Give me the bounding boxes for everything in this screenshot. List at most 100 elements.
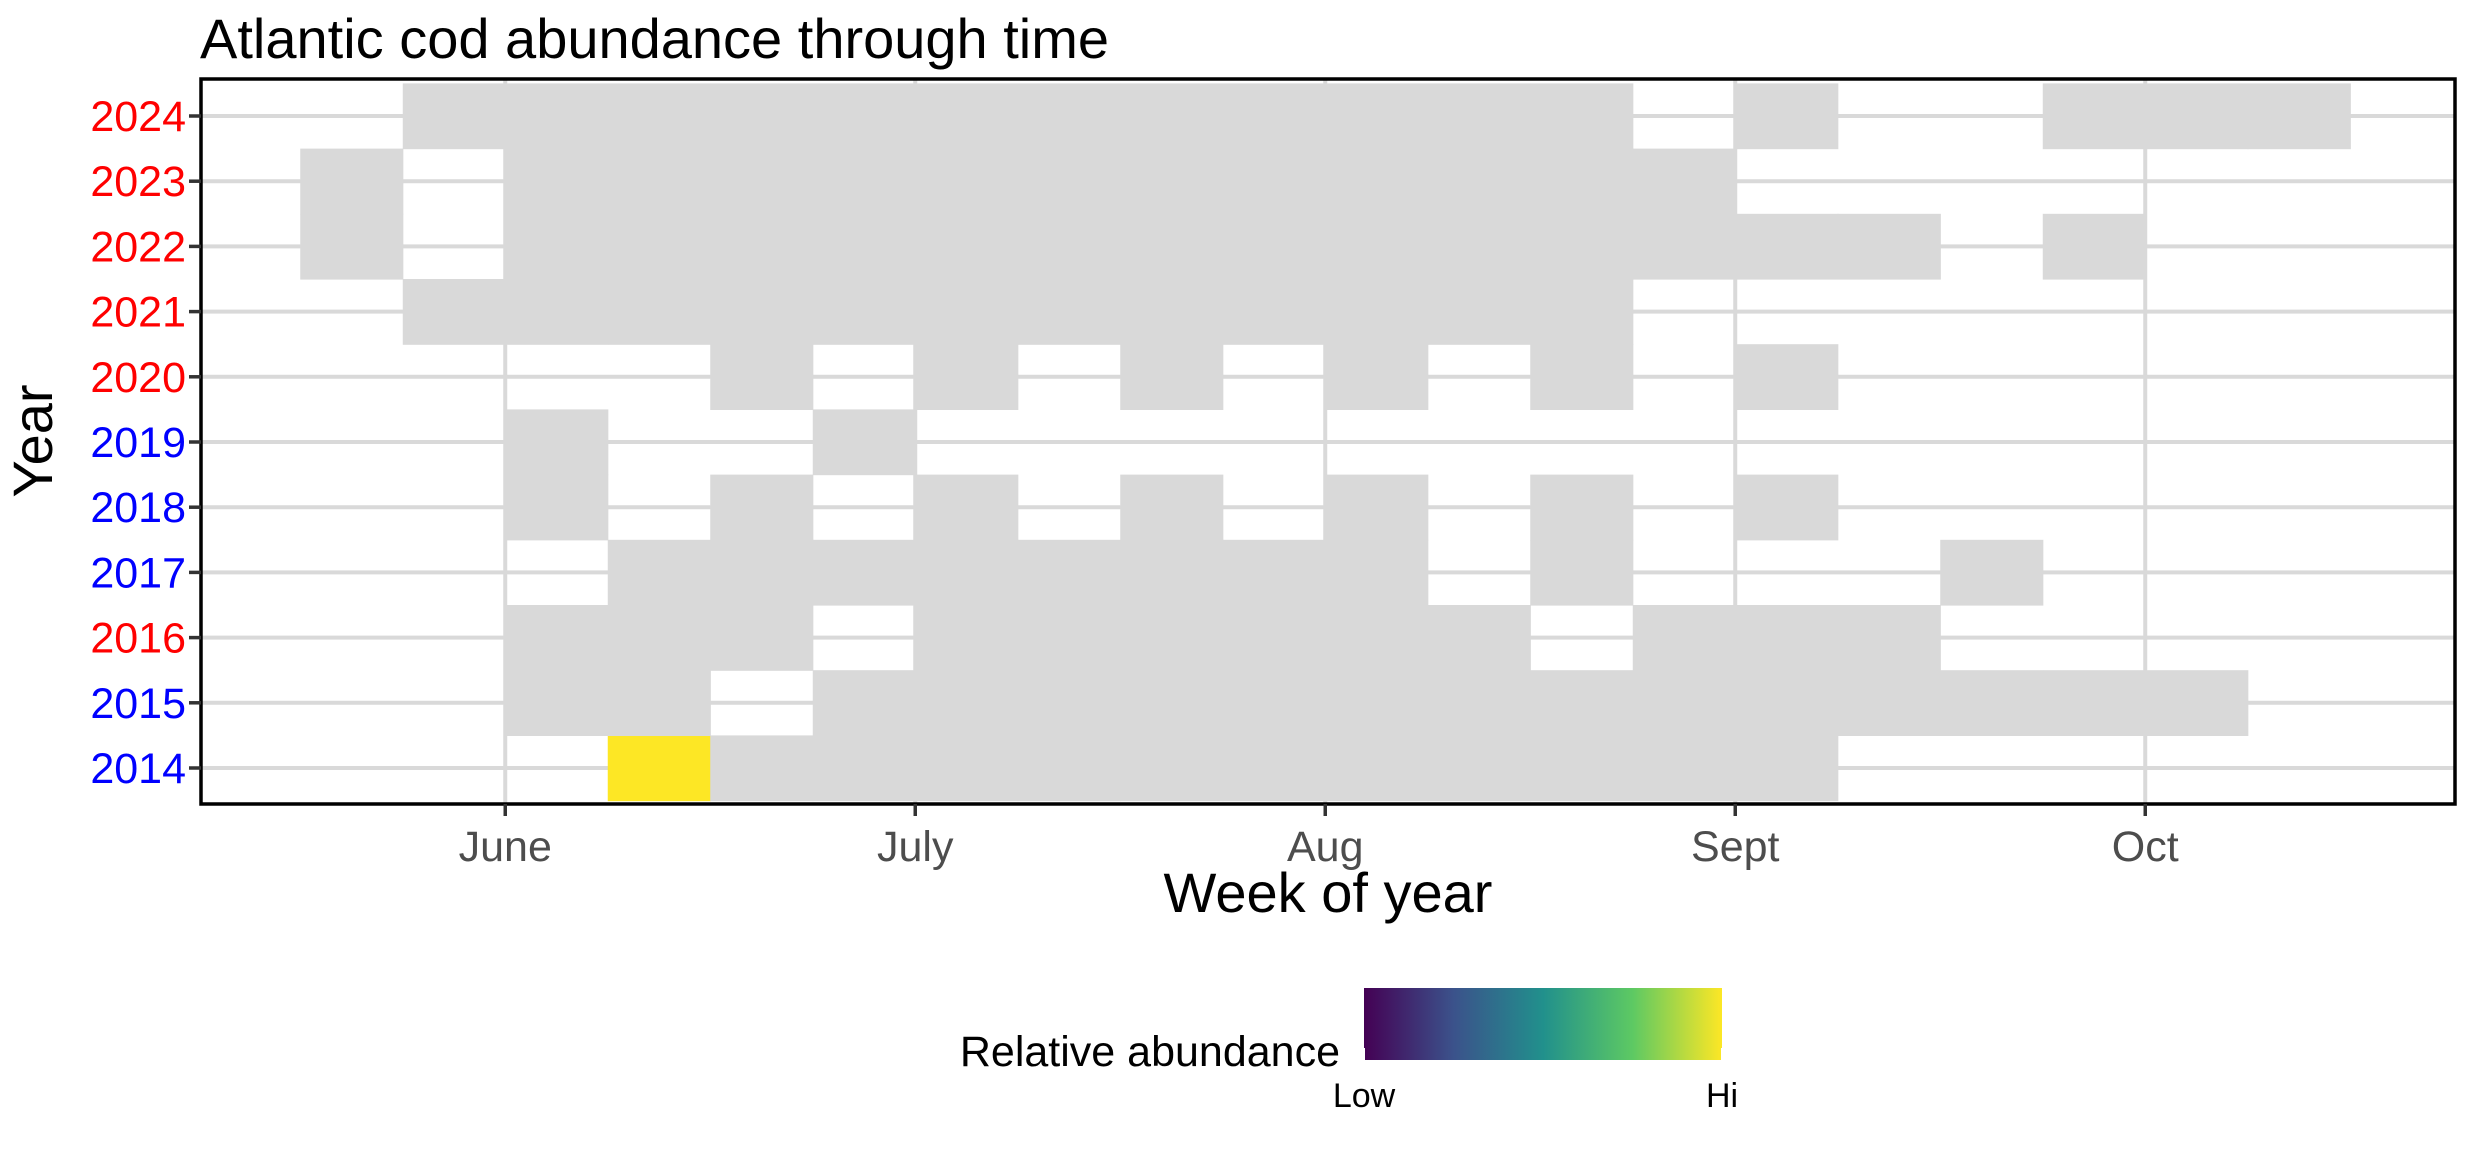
heatmap-cell-2015-w34 bbox=[1632, 670, 1736, 736]
heatmap-cell-2015-w27 bbox=[915, 670, 1019, 736]
heatmap-cell-2024-w38 bbox=[2042, 83, 2146, 150]
heatmap-cell-2024-w30 bbox=[1222, 83, 1326, 150]
heatmap-cell-2023-w29 bbox=[1120, 148, 1224, 215]
heatmap-cell-2024-w33 bbox=[1530, 83, 1634, 150]
heatmap-cell-2024-w24 bbox=[607, 83, 711, 150]
x-axis: June July Aug Sept Oct bbox=[459, 804, 2179, 871]
heatmap-cell-2023-w33 bbox=[1530, 148, 1634, 215]
x-axis-title: Week of year bbox=[1164, 861, 1493, 924]
legend-low-label: Low bbox=[1333, 1077, 1396, 1115]
legend: Relative abundance Low Hi bbox=[960, 988, 1738, 1115]
heatmap-cell-2017-w25 bbox=[710, 539, 814, 606]
heatmap-cell-2024-w23 bbox=[505, 83, 609, 150]
heatmap-cell-2024-w22 bbox=[402, 83, 506, 150]
heatmap-cell-2017-w28 bbox=[1017, 539, 1121, 606]
heatmap-cell-2024-w29 bbox=[1120, 83, 1224, 150]
heatmap-cell-2021-w24 bbox=[607, 279, 711, 345]
heatmap-cell-2020-w29 bbox=[1120, 344, 1224, 410]
heatmap-cell-2022-w32 bbox=[1427, 213, 1531, 280]
heatmap-cell-2022-w31 bbox=[1325, 213, 1429, 280]
heatmap-cell-2021-w29 bbox=[1120, 279, 1224, 345]
heatmap-cell-2022-w23 bbox=[505, 213, 609, 280]
legend-colorbar bbox=[1364, 988, 1722, 1060]
heatmap-cells bbox=[300, 83, 2351, 802]
heatmap-cell-2016-w34 bbox=[1632, 605, 1736, 671]
heatmap-cell-2014-w34 bbox=[1632, 735, 1736, 802]
heatmap-cell-2015-w23 bbox=[505, 670, 609, 736]
heatmap-cell-2017-w27 bbox=[915, 539, 1019, 606]
heatmap-cell-2019-w26 bbox=[812, 409, 916, 476]
heatmap-cell-2023-w28 bbox=[1017, 148, 1121, 215]
y-tick-label-2018: 2018 bbox=[90, 484, 186, 532]
heatmap-cell-2019-w23 bbox=[505, 409, 609, 476]
heatmap-cell-2023-w31 bbox=[1325, 148, 1429, 215]
heatmap-cell-2015-w26 bbox=[812, 670, 916, 736]
heatmap-cell-2022-w33 bbox=[1530, 213, 1634, 280]
heatmap-cell-2023-w32 bbox=[1427, 148, 1531, 215]
heatmap-cell-2021-w33 bbox=[1530, 279, 1634, 345]
heatmap-cell-2020-w35 bbox=[1735, 344, 1839, 410]
heatmap-cell-2015-w32 bbox=[1427, 670, 1531, 736]
heatmap-cell-2023-w24 bbox=[607, 148, 711, 215]
heatmap-cell-2018-w33 bbox=[1530, 474, 1634, 541]
heatmap-cell-2022-w29 bbox=[1120, 213, 1224, 280]
heatmap-cell-2015-w30 bbox=[1222, 670, 1326, 736]
heatmap-cell-2022-w34 bbox=[1632, 213, 1736, 280]
x-tick-label-sept: Sept bbox=[1691, 823, 1780, 871]
heatmap-cell-2021-w30 bbox=[1222, 279, 1326, 345]
heatmap-cell-2021-w31 bbox=[1325, 279, 1429, 345]
heatmap-cell-2022-w28 bbox=[1017, 213, 1121, 280]
heatmap-cell-2022-w24 bbox=[607, 213, 711, 280]
y-tick-label-2019: 2019 bbox=[90, 419, 186, 467]
heatmap-cell-2018-w25 bbox=[710, 474, 814, 541]
heatmap-cell-2023-w27 bbox=[915, 148, 1019, 215]
heatmap-cell-2014-w33 bbox=[1530, 735, 1634, 802]
heatmap-cell-2015-w29 bbox=[1120, 670, 1224, 736]
heatmap-cell-2020-w27 bbox=[915, 344, 1019, 410]
heatmap-cell-2017-w37 bbox=[1940, 539, 2044, 606]
heatmap-cell-2024-w35 bbox=[1735, 83, 1839, 150]
heatmap-cell-2020-w33 bbox=[1530, 344, 1634, 410]
heatmap-cell-2017-w33 bbox=[1530, 539, 1634, 606]
heatmap-cell-2014-w27 bbox=[915, 735, 1019, 802]
heatmap-cell-2014-w25 bbox=[710, 735, 814, 802]
heatmap-cell-2023-w23 bbox=[505, 148, 609, 215]
heatmap-cell-2018-w31 bbox=[1325, 474, 1429, 541]
heatmap-cell-2016-w25 bbox=[710, 605, 814, 671]
heatmap-cell-2022-w30 bbox=[1222, 213, 1326, 280]
heatmap-cell-2017-w29 bbox=[1120, 539, 1224, 606]
heatmap-cell-2024-w32 bbox=[1427, 83, 1531, 150]
heatmap-cell-2014-w29 bbox=[1120, 735, 1224, 802]
heatmap-cell-2023-w26 bbox=[812, 148, 916, 215]
heatmap-cell-2024-w27 bbox=[915, 83, 1019, 150]
heatmap-cell-2016-w32 bbox=[1427, 605, 1531, 671]
y-tick-label-2021: 2021 bbox=[90, 289, 186, 337]
heatmap-cell-2017-w31 bbox=[1325, 539, 1429, 606]
heatmap-cell-2022-w21 bbox=[300, 213, 404, 280]
x-tick-label-june: June bbox=[459, 823, 552, 871]
heatmap-cell-2015-w28 bbox=[1017, 670, 1121, 736]
y-tick-label-2024: 2024 bbox=[90, 93, 186, 141]
legend-title: Relative abundance bbox=[960, 1028, 1340, 1076]
heatmap-cell-2020-w31 bbox=[1325, 344, 1429, 410]
heatmap-cell-2024-w25 bbox=[710, 83, 814, 150]
heatmap-cell-2014-w24 bbox=[607, 735, 711, 802]
heatmap-cell-2015-w39 bbox=[2145, 670, 2249, 736]
heatmap-cell-2020-w25 bbox=[710, 344, 814, 410]
heatmap-cell-2015-w35 bbox=[1735, 670, 1839, 736]
heatmap-cell-2016-w23 bbox=[505, 605, 609, 671]
y-axis-title: Year bbox=[1, 384, 64, 497]
heatmap-cell-2024-w26 bbox=[812, 83, 916, 150]
heatmap-cell-2014-w28 bbox=[1017, 735, 1121, 802]
heatmap-cell-2017-w24 bbox=[607, 539, 711, 606]
heatmap-cell-2015-w24 bbox=[607, 670, 711, 736]
heatmap-cell-2014-w31 bbox=[1325, 735, 1429, 802]
heatmap-cell-2021-w25 bbox=[710, 279, 814, 345]
heatmap-cell-2016-w36 bbox=[1837, 605, 1941, 671]
y-tick-label-2022: 2022 bbox=[90, 223, 186, 271]
heatmap-cell-2023-w34 bbox=[1632, 148, 1736, 215]
heatmap-cell-2014-w35 bbox=[1735, 735, 1839, 802]
y-tick-label-2016: 2016 bbox=[90, 615, 186, 663]
heatmap-cell-2016-w29 bbox=[1120, 605, 1224, 671]
heatmap-cell-2015-w38 bbox=[2042, 670, 2146, 736]
